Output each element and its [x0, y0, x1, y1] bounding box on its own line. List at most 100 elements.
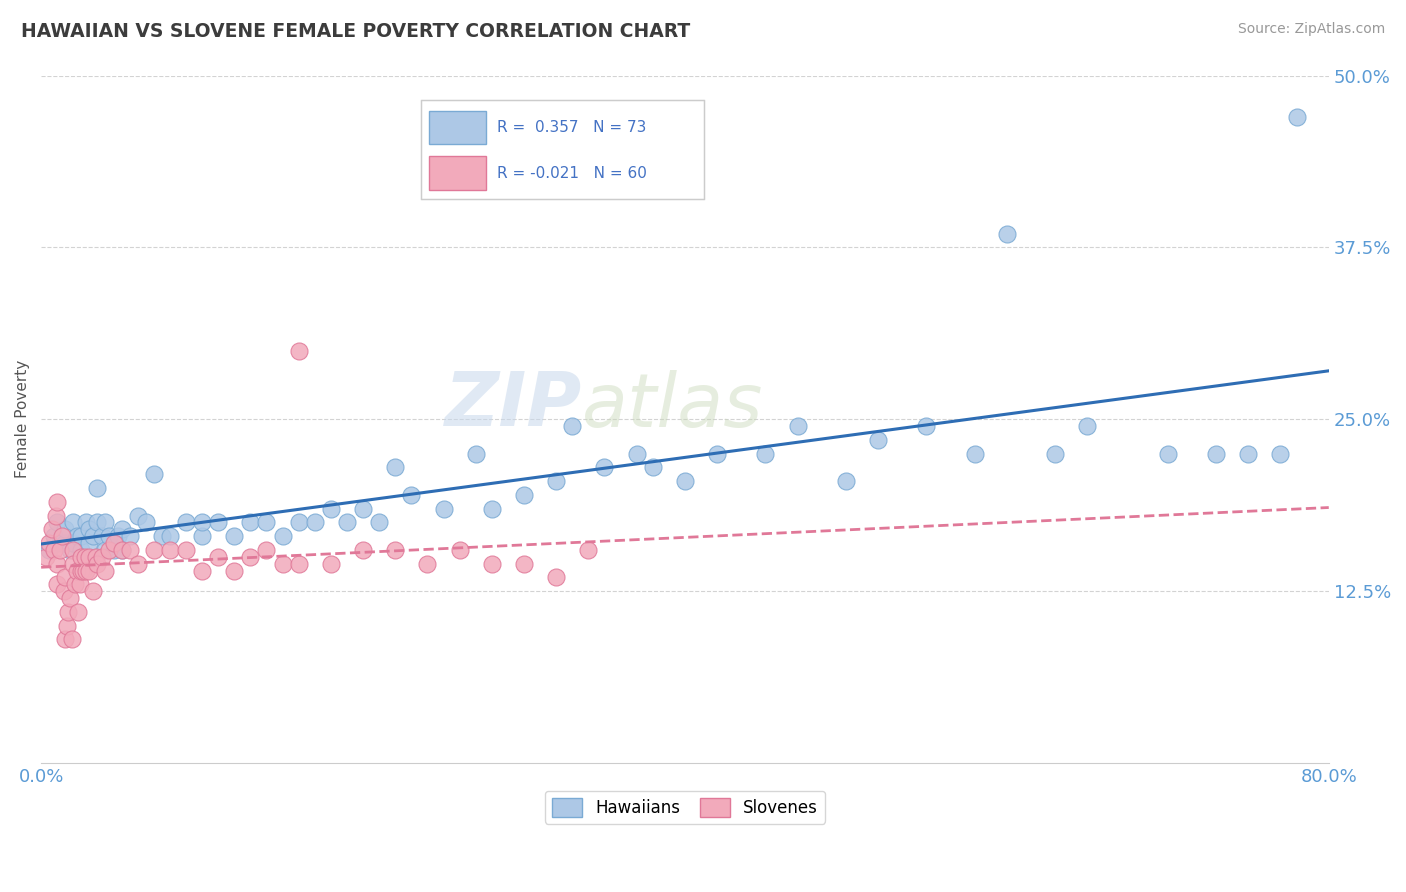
Point [97, 529, 120, 543]
Point [56, 618, 79, 632]
Legend: Hawaiians, Slovenes: Hawaiians, Slovenes [546, 791, 825, 823]
Point [256, 516, 278, 530]
Point [464, 447, 486, 461]
Point [46, 495, 69, 509]
Point [224, 564, 246, 578]
Point [754, 447, 776, 461]
Point [53, 570, 76, 584]
Point [67, 605, 90, 619]
Point [142, 467, 165, 482]
Point [449, 543, 471, 558]
Point [79, 536, 101, 550]
Point [46, 516, 69, 530]
Point [75, 564, 97, 578]
Text: Source: ZipAtlas.com: Source: ZipAtlas.com [1237, 22, 1385, 37]
Point [135, 516, 157, 530]
Point [75, 516, 97, 530]
Point [84, 549, 107, 564]
Point [86, 481, 108, 495]
Point [159, 543, 181, 558]
Point [73, 549, 96, 564]
Point [42, 529, 65, 543]
Point [207, 516, 229, 530]
Point [513, 557, 536, 571]
Point [271, 557, 294, 571]
Point [150, 529, 173, 543]
Point [127, 557, 149, 571]
Point [626, 447, 648, 461]
Point [287, 343, 309, 358]
Point [72, 564, 94, 578]
Point [336, 516, 359, 530]
Point [256, 543, 278, 558]
Point [41, 522, 63, 536]
Point [35, 549, 58, 564]
Point [593, 460, 616, 475]
Point [49, 536, 72, 550]
Point [1076, 419, 1098, 434]
Point [69, 577, 91, 591]
Point [1157, 447, 1180, 461]
Point [79, 564, 101, 578]
Point [546, 570, 568, 584]
Point [62, 536, 84, 550]
Point [915, 419, 938, 434]
Point [59, 591, 82, 606]
Y-axis label: Female Poverty: Female Poverty [15, 360, 30, 478]
Point [963, 447, 986, 461]
Point [42, 543, 65, 558]
Point [319, 557, 342, 571]
Point [416, 557, 439, 571]
Text: ZIP: ZIP [444, 369, 582, 442]
Point [191, 529, 214, 543]
Point [481, 557, 503, 571]
Point [304, 516, 326, 530]
Point [352, 501, 374, 516]
Point [1205, 447, 1227, 461]
Point [368, 516, 391, 530]
Point [91, 529, 114, 543]
Point [561, 419, 583, 434]
Point [868, 433, 890, 447]
Point [79, 522, 101, 536]
Point [65, 529, 87, 543]
Point [995, 227, 1018, 241]
Point [38, 536, 60, 550]
Point [786, 419, 808, 434]
Point [49, 543, 72, 558]
Point [118, 543, 141, 558]
Point [65, 564, 87, 578]
Point [384, 543, 406, 558]
Point [191, 564, 214, 578]
Point [62, 543, 84, 558]
Point [271, 529, 294, 543]
Point [62, 516, 84, 530]
Point [51, 529, 73, 543]
Point [127, 508, 149, 523]
Point [110, 522, 132, 536]
Point [706, 447, 728, 461]
Point [82, 529, 104, 543]
Point [174, 516, 197, 530]
Point [46, 577, 69, 591]
Point [239, 516, 262, 530]
Point [352, 543, 374, 558]
Point [62, 557, 84, 571]
Point [38, 543, 60, 558]
Point [110, 543, 132, 558]
Point [53, 522, 76, 536]
Point [94, 543, 117, 558]
Point [546, 474, 568, 488]
Point [513, 488, 536, 502]
Point [110, 543, 132, 558]
Point [103, 536, 125, 550]
Point [107, 529, 129, 543]
Text: HAWAIIAN VS SLOVENE FEMALE POVERTY CORRELATION CHART: HAWAIIAN VS SLOVENE FEMALE POVERTY CORRE… [21, 22, 690, 41]
Point [224, 529, 246, 543]
Point [53, 536, 76, 550]
Point [174, 543, 197, 558]
Point [673, 474, 696, 488]
Point [70, 564, 93, 578]
Point [118, 529, 141, 543]
Point [58, 605, 80, 619]
